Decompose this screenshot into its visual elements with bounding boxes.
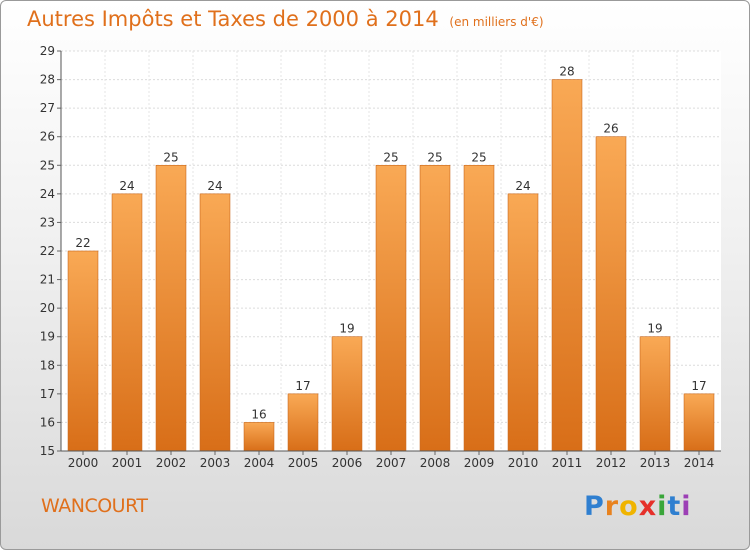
x-tick-label: 2003 [200, 456, 231, 470]
y-tick-label: 17 [40, 387, 55, 401]
bar-2007 [375, 164, 407, 452]
bar-value-label: 24 [515, 179, 530, 193]
x-tick-label: 2011 [552, 456, 583, 470]
y-tick-label: 26 [40, 130, 55, 144]
bar-value-label: 24 [119, 179, 134, 193]
x-tick-label: 2001 [112, 456, 143, 470]
bar-value-label: 24 [207, 179, 222, 193]
logo-letter: i [681, 491, 692, 522]
y-tick-label: 16 [40, 415, 55, 429]
logo-letter: P [584, 491, 605, 522]
y-tick-label: 23 [40, 215, 55, 229]
x-tick-label: 2006 [332, 456, 363, 470]
x-tick-label: 2014 [684, 456, 715, 470]
bar-value-label: 28 [559, 65, 574, 79]
y-tick-label: 18 [40, 358, 55, 372]
logo-letter: i [657, 491, 668, 522]
bar-2000 [67, 250, 99, 452]
bar-2002 [155, 164, 187, 452]
x-tick-label: 2010 [508, 456, 539, 470]
bar-2001 [111, 193, 143, 452]
bar-2009 [463, 164, 495, 452]
x-tick-label: 2008 [420, 456, 451, 470]
x-tick-label: 2007 [376, 456, 407, 470]
bar-2006 [331, 336, 363, 452]
bar-value-label: 19 [339, 322, 354, 336]
y-tick-label: 29 [40, 44, 55, 58]
bar-value-label: 16 [251, 407, 266, 421]
chart-title: Autres Impôts et Taxes de 2000 à 2014 (e… [27, 7, 544, 31]
bar-2010 [507, 193, 539, 452]
bar-2004 [243, 422, 275, 452]
bar-2003 [199, 193, 231, 452]
x-tick-label: 2009 [464, 456, 495, 470]
y-tick-label: 22 [40, 244, 55, 258]
bar-2011 [551, 79, 583, 452]
bar-value-label: 22 [75, 236, 90, 250]
logo-letter: t [667, 491, 682, 522]
bar-2014 [683, 393, 715, 452]
commune-name: WANCOURT [41, 495, 148, 517]
y-tick-label: 21 [40, 273, 55, 287]
y-tick-label: 25 [40, 158, 55, 172]
y-tick-label: 27 [40, 101, 55, 115]
x-tick-label: 2012 [596, 456, 627, 470]
bar-2008 [419, 164, 451, 452]
x-tick-label: 2013 [640, 456, 671, 470]
bar-value-label: 17 [691, 379, 706, 393]
y-tick-label: 15 [40, 444, 55, 458]
x-tick-label: 2000 [68, 456, 99, 470]
bar-value-label: 25 [383, 150, 398, 164]
y-tick-label: 19 [40, 330, 55, 344]
y-tick-label: 28 [40, 73, 55, 87]
proxiti-logo: Proxiti [584, 491, 692, 522]
logo-letter: x [638, 491, 658, 522]
bar-value-label: 25 [471, 150, 486, 164]
y-tick-label: 24 [40, 187, 55, 201]
bar-value-label: 25 [163, 150, 178, 164]
chart-unit: (en milliers d'€) [449, 15, 544, 29]
bar-value-label: 26 [603, 122, 618, 136]
bar-value-label: 17 [295, 379, 310, 393]
x-tick-label: 2004 [244, 456, 275, 470]
chart-title-text: Autres Impôts et Taxes de 2000 à 2014 [27, 7, 439, 31]
bar-2013 [639, 336, 671, 452]
bar-2012 [595, 136, 627, 452]
bar-value-label: 19 [647, 322, 662, 336]
x-tick-label: 2002 [156, 456, 187, 470]
y-tick-label: 20 [40, 301, 55, 315]
x-tick-label: 2005 [288, 456, 319, 470]
logo-letter: o [619, 491, 639, 522]
bar-value-label: 25 [427, 150, 442, 164]
logo-letter: r [604, 491, 620, 522]
bar-2005 [287, 393, 319, 452]
